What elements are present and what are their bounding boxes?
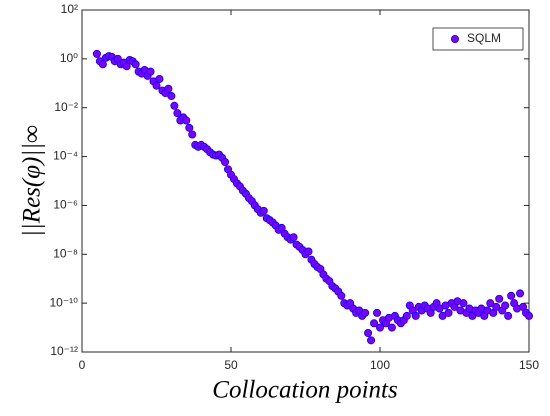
point — [92, 49, 101, 58]
point — [167, 92, 176, 101]
point — [516, 289, 525, 298]
legend-label: SQLM — [467, 31, 501, 45]
point — [131, 60, 140, 69]
point — [182, 116, 191, 125]
point — [304, 247, 313, 256]
point — [486, 299, 495, 308]
y-tick-label: 10⁻⁶ — [53, 198, 78, 212]
point — [375, 323, 384, 332]
point — [188, 130, 197, 139]
point — [170, 101, 179, 110]
point — [370, 319, 379, 328]
plot-frame — [81, 9, 530, 353]
point — [155, 74, 164, 83]
point — [501, 301, 510, 310]
x-axis-label: Collocation points — [212, 377, 397, 404]
y-tick-label: 10² — [61, 2, 78, 16]
y-tick-label: 10⁻⁸ — [53, 246, 78, 260]
point — [525, 311, 534, 320]
point — [402, 311, 411, 320]
point — [444, 308, 453, 317]
point — [289, 233, 298, 242]
x-tick-label: 0 — [79, 358, 86, 372]
point — [185, 123, 194, 132]
point — [152, 81, 161, 90]
point — [492, 302, 501, 311]
y-tick-label: 10⁻¹⁰ — [50, 295, 79, 309]
y-axis-label: ||Res(φ)||∞ — [19, 125, 46, 237]
y-tick-label: 10⁰ — [60, 51, 78, 65]
point — [164, 84, 173, 93]
point — [387, 323, 396, 332]
point — [367, 336, 376, 345]
y-tick-label: 10⁻¹² — [50, 344, 78, 358]
point — [221, 157, 230, 166]
point — [495, 294, 504, 303]
y-tick-label: 10⁻² — [54, 100, 78, 114]
point — [411, 311, 420, 320]
point — [373, 308, 382, 317]
point — [259, 206, 268, 215]
point — [507, 291, 516, 300]
legend-box — [432, 27, 524, 51]
point — [146, 67, 155, 76]
legend-marker — [450, 35, 459, 44]
point — [337, 291, 346, 300]
y-tick-label: 10⁻⁴ — [53, 149, 78, 163]
point — [361, 308, 370, 317]
point — [98, 60, 107, 69]
point — [504, 311, 513, 320]
point — [173, 109, 182, 118]
x-tick-label: 50 — [224, 358, 238, 372]
x-tick-label: 150 — [519, 358, 539, 372]
x-tick-label: 100 — [370, 358, 390, 372]
point — [364, 328, 373, 337]
point — [459, 299, 468, 308]
